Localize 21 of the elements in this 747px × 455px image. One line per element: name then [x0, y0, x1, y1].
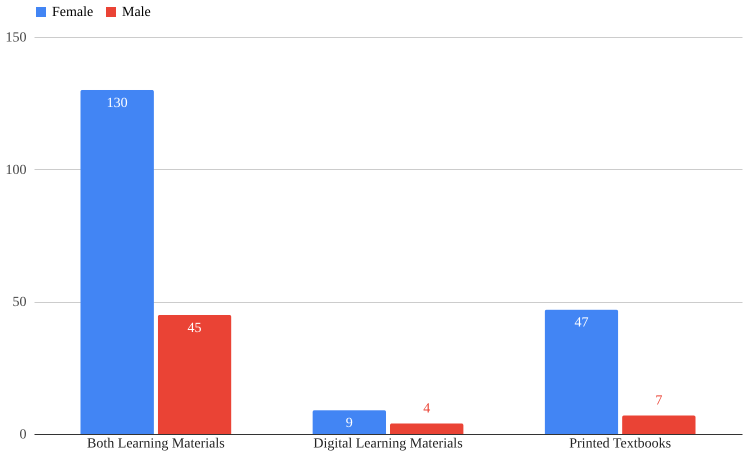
legend-label: Male	[122, 5, 151, 20]
y-tick-label: 0	[20, 428, 26, 442]
bar	[544, 310, 618, 434]
data-label: 4	[423, 401, 430, 416]
data-label: 9	[346, 416, 353, 432]
y-tick-label: 100	[6, 162, 26, 178]
data-label: 130	[106, 96, 128, 111]
y-tick-label: 150	[6, 30, 26, 46]
legend-label: Female	[52, 5, 94, 20]
data-label: 7	[655, 393, 662, 408]
data-label: 45	[188, 320, 202, 336]
bar	[158, 314, 232, 434]
data-label: 47	[574, 316, 588, 331]
bar	[390, 423, 464, 434]
x-tick-label: Digital Learning Materials	[313, 436, 463, 452]
bar	[312, 410, 386, 434]
bar	[622, 415, 696, 434]
y-tick-label: 50	[12, 295, 26, 310]
x-tick-label: Both Learning Materials	[87, 436, 225, 452]
bar	[80, 90, 154, 434]
x-tick-label: Printed Textbooks	[569, 436, 672, 452]
